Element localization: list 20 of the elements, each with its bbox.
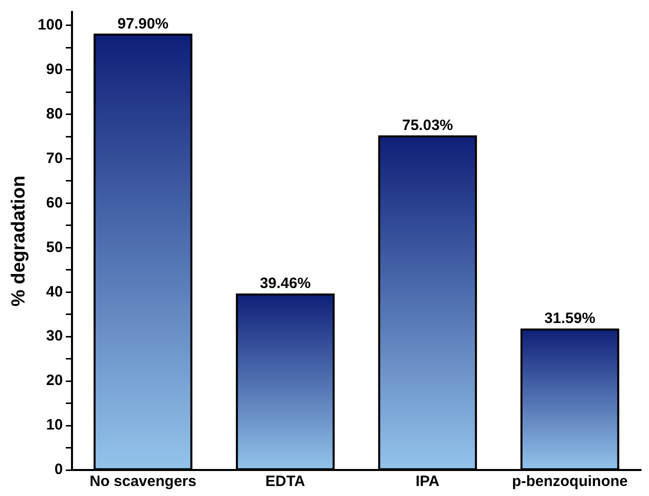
data-label: 97.90% (118, 15, 168, 32)
y-tick-label: 50 (46, 238, 63, 256)
data-label: 31.59% (544, 310, 596, 328)
y-tick-label: 30 (46, 328, 63, 345)
x-tick-label: EDTA (265, 473, 306, 490)
y-tick-label: 70 (46, 150, 63, 167)
y-tick-label: 10 (46, 416, 63, 434)
y-tick-label: 40 (46, 283, 63, 300)
data-label: 39.46% (260, 275, 311, 292)
y-tick-label: 100 (38, 16, 63, 34)
x-tick-label: IPA (416, 473, 440, 490)
data-label: 75.03% (402, 117, 453, 134)
y-axis-title: % degradation (8, 176, 30, 306)
y-tick-label: 60 (46, 194, 63, 212)
x-tick-label: p-benzoquinone (512, 473, 628, 490)
y-tick-label: 80 (46, 105, 63, 122)
y-tick-label: 0 (54, 461, 63, 478)
y-tick-label: 20 (46, 372, 63, 390)
y-tick-label: 90 (46, 60, 63, 78)
x-tick-label: No scavengers (90, 473, 196, 490)
